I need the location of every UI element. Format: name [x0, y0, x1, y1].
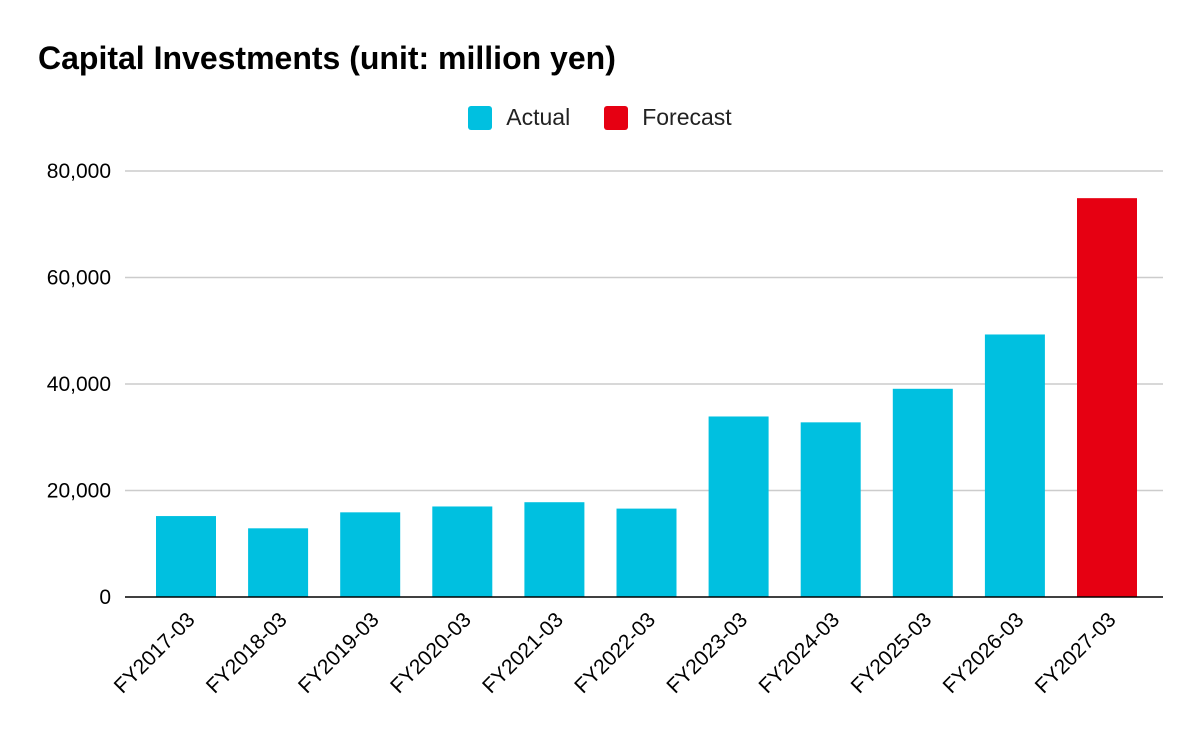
x-tick-label: FY2027-03 [1031, 608, 1121, 698]
y-tick-label: 0 [99, 586, 111, 609]
x-tick-label: FY2026-03 [939, 608, 1029, 698]
bar-actual-fy2026-03 [985, 334, 1045, 597]
bar-actual-fy2019-03 [340, 512, 400, 597]
bar-forecast-fy2027-03 [1077, 198, 1137, 597]
x-tick-label: FY2018-03 [202, 608, 292, 698]
x-tick-label: FY2017-03 [110, 608, 200, 698]
bar-actual-fy2018-03 [248, 528, 308, 597]
bar-actual-fy2021-03 [524, 502, 584, 597]
y-tick-label: 40,000 [47, 373, 111, 396]
x-tick-label: FY2024-03 [754, 608, 844, 698]
x-tick-label: FY2021-03 [478, 608, 568, 698]
bar-actual-fy2025-03 [893, 389, 953, 597]
y-tick-label: 60,000 [47, 267, 111, 290]
x-tick-label: FY2019-03 [294, 608, 384, 698]
bar-actual-fy2023-03 [709, 416, 769, 597]
x-tick-label: FY2022-03 [570, 608, 660, 698]
x-tick-label: FY2023-03 [662, 608, 752, 698]
x-tick-label: FY2025-03 [847, 608, 937, 698]
bar-actual-fy2024-03 [801, 422, 861, 597]
bar-actual-fy2020-03 [432, 506, 492, 597]
bar-actual-fy2017-03 [156, 516, 216, 597]
y-tick-label: 80,000 [47, 160, 111, 183]
bar-actual-fy2022-03 [617, 509, 677, 597]
y-tick-label: 20,000 [47, 480, 111, 503]
x-tick-label: FY2020-03 [386, 608, 476, 698]
